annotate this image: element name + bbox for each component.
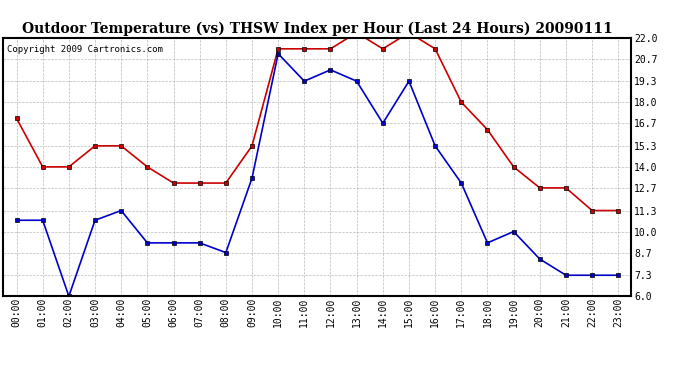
Title: Outdoor Temperature (vs) THSW Index per Hour (Last 24 Hours) 20090111: Outdoor Temperature (vs) THSW Index per …: [22, 22, 613, 36]
Text: Copyright 2009 Cartronics.com: Copyright 2009 Cartronics.com: [7, 45, 162, 54]
